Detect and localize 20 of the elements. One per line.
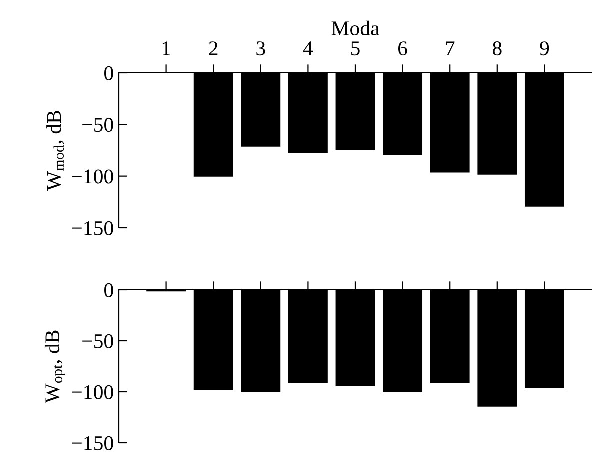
x-tick-label: 7 [446,42,455,56]
x-tick-label: 1 [162,42,170,56]
x-tick-label: 8 [492,42,502,56]
y-tick-label: −100 [72,170,114,184]
y-axis-title: W$_{mod}$, dB [46,111,64,191]
y-tick-label: −150 [72,436,114,450]
x-tick-label: 4 [303,42,314,56]
y-tick-label: −50 [82,334,114,348]
y-tick-label: 0 [104,66,114,80]
x-tick-label: 6 [398,42,408,56]
x-axis-title: Moda [332,20,380,36]
y-tick-label: −100 [72,385,114,400]
y-tick-label: −50 [82,118,114,132]
y-tick-label: 0 [104,283,114,298]
y-axis-title: W$_{opt}$, dB [44,330,66,404]
y-tick-label: −150 [72,221,114,236]
x-tick-label: 5 [352,42,360,56]
x-tick-label: 3 [256,42,266,56]
x-tick-label: 9 [540,42,550,56]
x-tick-label: 2 [209,42,218,56]
